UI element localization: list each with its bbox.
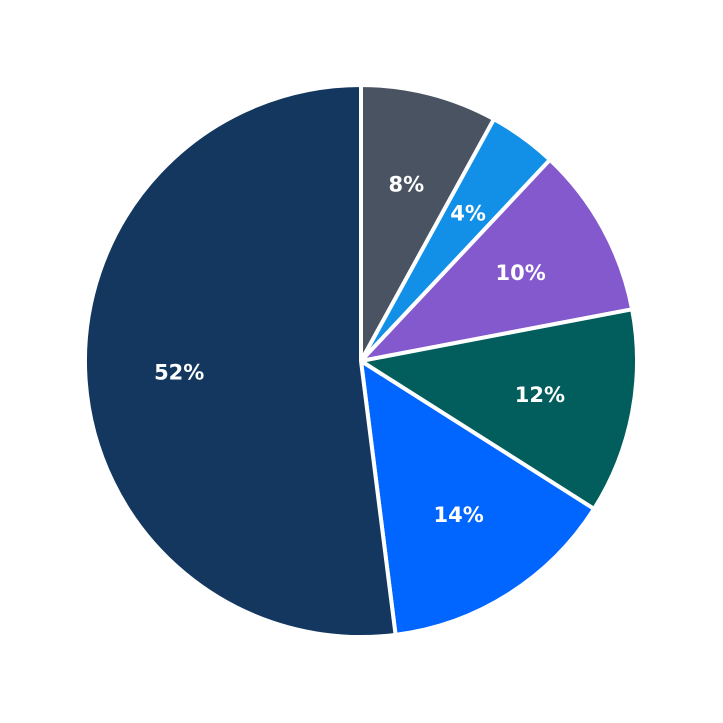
- pie-labels: 8% 4% 10% 12% 14% 52%: [154, 173, 565, 527]
- pie-slice-label-0: 8%: [388, 173, 424, 197]
- pie-slice-0: [359, 83, 496, 363]
- pie-slices: [82, 83, 639, 639]
- pie-slice-4: [359, 359, 597, 637]
- pie-slice-label-5: 52%: [154, 360, 204, 384]
- pie-slice-2: [359, 157, 635, 363]
- pie-slice-label-1: 4%: [450, 202, 486, 226]
- pie-slice-label-2: 10%: [495, 261, 545, 285]
- pie-slice-3: [359, 307, 639, 511]
- pie-slice-label-3: 12%: [515, 383, 565, 407]
- pie-slice-5: [82, 83, 398, 639]
- pie-slice-label-4: 14%: [433, 503, 483, 527]
